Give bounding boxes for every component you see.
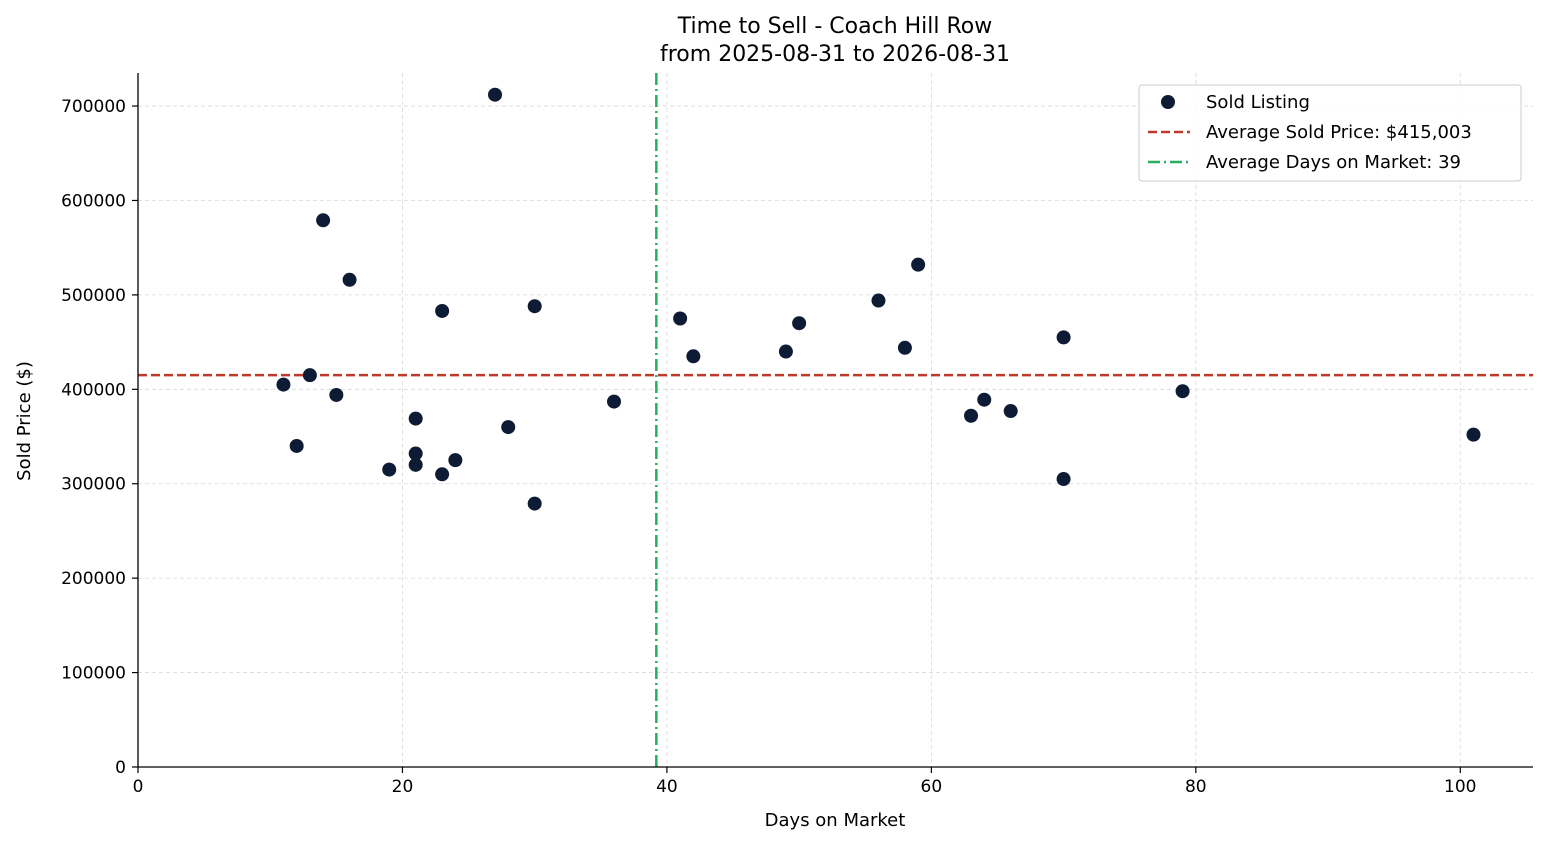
x-tick-label: 40 [656,777,678,797]
data-point [488,87,503,102]
data-point [435,303,450,318]
x-tick-label: 100 [1444,777,1476,797]
y-tick-label: 0 [115,758,126,778]
data-point [977,392,992,407]
data-point [408,457,423,472]
y-tick-label: 400000 [61,380,126,400]
data-point [673,311,688,326]
y-tick-label: 700000 [61,97,126,117]
x-tick-label: 80 [1185,777,1207,797]
data-point [435,467,450,482]
data-point [289,438,304,453]
y-tick-label: 600000 [61,191,126,211]
data-point [527,496,542,511]
grid-lines [138,73,1533,767]
y-axis-label: Sold Price ($) [14,361,35,481]
data-point [302,368,317,383]
x-tick-label: 60 [921,777,943,797]
axes [132,73,1533,773]
data-point [1056,472,1071,487]
data-point [408,446,423,461]
data-point [686,349,701,364]
data-point [329,387,344,402]
data-point [448,453,463,468]
data-point [501,420,516,435]
data-point [527,299,542,314]
data-point [1056,330,1071,345]
data-point [897,340,912,355]
legend-marker-sold-listing [1161,95,1175,109]
x-axis-label: Days on Market [765,810,906,831]
data-point [1466,427,1481,442]
y-tick-label: 300000 [61,475,126,495]
data-point [316,213,331,228]
data-point [342,272,357,287]
x-tick-label: 0 [133,777,144,797]
y-tick-label: 200000 [61,569,126,589]
tick-labels: 0 20 40 60 80 100 0 100000 200000 300000 400000 500… [61,97,1476,797]
legend-label-avg-days: Average Days on Market: 39 [1206,152,1461,173]
legend: Sold Listing Average Sold Price: $415,00… [1138,84,1522,182]
chart-subtitle: from 2025-08-31 to 2026-08-31 [660,42,1010,67]
data-point [276,377,291,392]
legend-label-sold-listing: Sold Listing [1206,92,1310,113]
legend-box [1138,84,1522,182]
data-point [408,411,423,426]
reference-lines [138,73,1533,767]
y-tick-label: 100000 [61,664,126,684]
data-point [778,344,793,359]
data-point [792,316,807,331]
legend-label-avg-price: Average Sold Price: $415,003 [1206,122,1472,143]
chart-title: Time to Sell - Coach Hill Row [677,14,993,39]
x-tick-label: 20 [392,777,414,797]
data-point [871,293,886,308]
data-point [911,257,926,272]
y-tick-label: 500000 [61,286,126,306]
data-point [382,462,397,477]
data-point [607,394,622,409]
data-point [1175,384,1190,399]
data-point [1003,404,1018,419]
data-points [276,87,1481,511]
data-point [964,408,979,423]
